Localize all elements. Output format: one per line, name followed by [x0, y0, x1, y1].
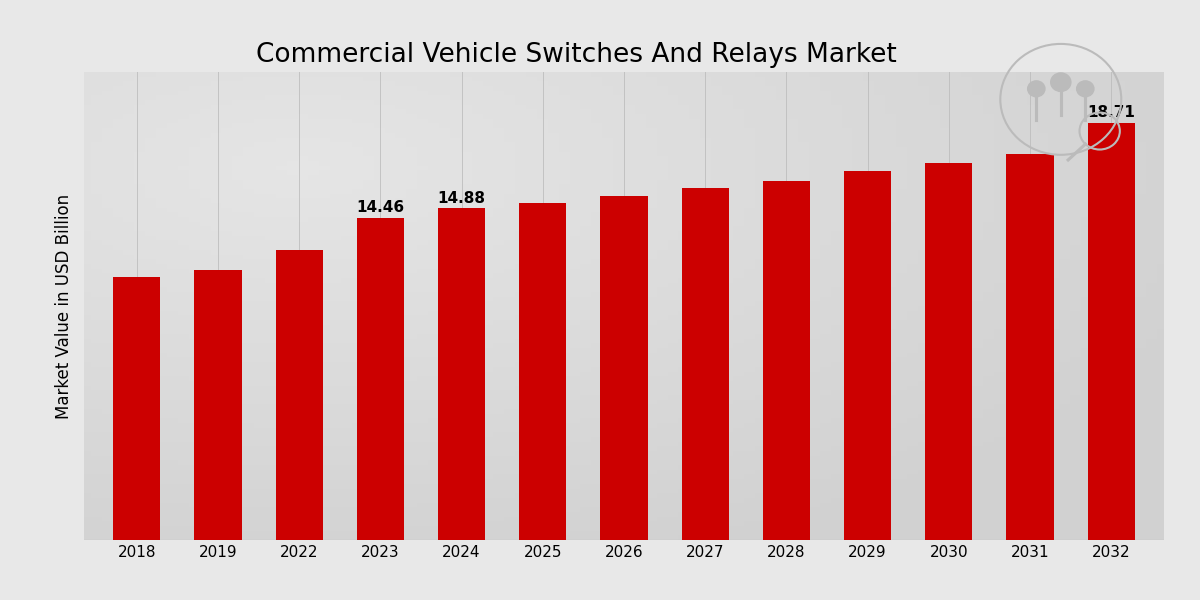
Text: 14.88: 14.88 — [438, 191, 486, 206]
Bar — [844, 171, 892, 540]
Bar — [600, 196, 648, 540]
Bar — [276, 250, 323, 540]
Text: 18.71: 18.71 — [1087, 106, 1135, 121]
Text: 14.46: 14.46 — [356, 200, 404, 215]
Circle shape — [1076, 81, 1094, 97]
Circle shape — [1051, 73, 1070, 91]
Bar — [925, 163, 972, 540]
Bar — [682, 188, 728, 540]
Bar — [356, 218, 404, 540]
Bar — [194, 271, 241, 540]
Bar — [763, 181, 810, 540]
Y-axis label: Market Value in USD Billion: Market Value in USD Billion — [55, 193, 73, 419]
Bar — [520, 203, 566, 540]
Text: Commercial Vehicle Switches And Relays Market: Commercial Vehicle Switches And Relays M… — [256, 42, 896, 68]
Bar — [1007, 154, 1054, 540]
Bar — [113, 277, 161, 540]
Bar — [438, 208, 485, 540]
Circle shape — [1027, 81, 1045, 97]
Bar — [1087, 123, 1135, 540]
